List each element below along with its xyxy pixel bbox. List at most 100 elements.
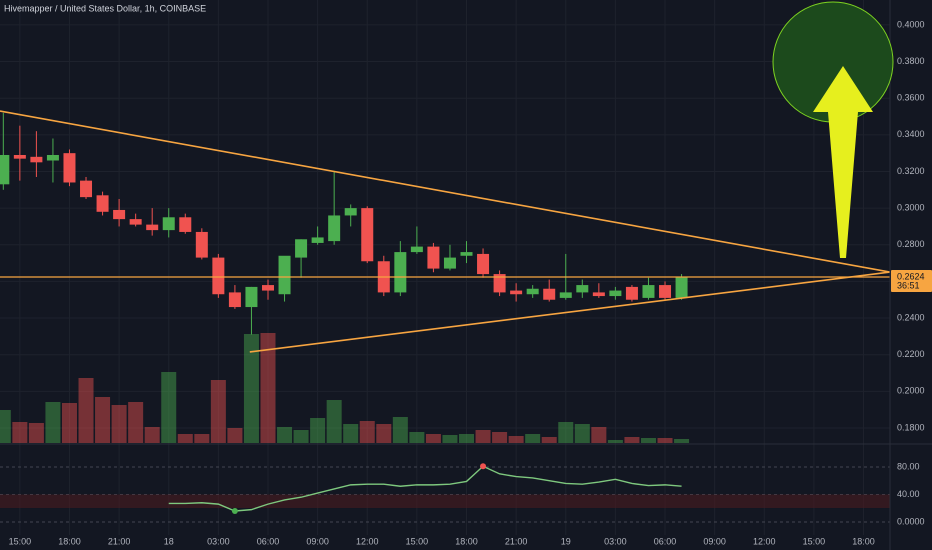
candle-body	[129, 219, 142, 225]
volume-bar	[640, 438, 656, 443]
x-tick-label: 12:00	[753, 536, 776, 546]
volume-bar	[61, 403, 77, 443]
candle-body	[328, 215, 341, 242]
volume-bar	[177, 434, 193, 443]
candle-body	[559, 292, 572, 298]
candle-body	[245, 286, 258, 308]
volume-bar	[243, 334, 259, 443]
candle-body	[344, 208, 357, 216]
volume-bar	[161, 372, 177, 443]
candle-body	[592, 292, 605, 297]
rsi-tick-label: 0.0000	[897, 516, 925, 526]
x-tick-label: 21:00	[108, 536, 131, 546]
x-tick-label: 18:00	[455, 536, 478, 546]
volume-bar	[227, 428, 243, 443]
volume-bar	[194, 434, 210, 443]
x-tick-label: 03:00	[207, 536, 230, 546]
candle-body	[30, 156, 43, 163]
y-tick-label: 0.3200	[897, 166, 925, 176]
candle-body	[510, 290, 523, 295]
candle-body	[609, 290, 622, 297]
candle-body	[96, 195, 109, 212]
last-price-label: 0.2624	[897, 271, 925, 281]
volume-bar	[376, 424, 392, 443]
x-tick-label: 21:00	[505, 536, 528, 546]
y-tick-label: 0.2800	[897, 239, 925, 249]
volume-bar	[45, 402, 61, 443]
rsi-peak	[480, 463, 487, 470]
rsi-trough	[231, 507, 238, 514]
x-tick-label: 15:00	[803, 536, 826, 546]
x-tick-label: 18:00	[58, 536, 81, 546]
x-tick-label: 19	[561, 536, 571, 546]
last-price-box	[891, 270, 932, 293]
x-tick-label: 06:00	[257, 536, 280, 546]
overlay-layer	[0, 110, 891, 514]
y-tick-label: 0.1800	[897, 422, 925, 432]
candle-body	[625, 286, 638, 300]
x-tick-label: 18	[164, 536, 174, 546]
volume-bar	[574, 424, 590, 443]
candle-body	[526, 288, 539, 295]
candle-body	[576, 285, 589, 293]
volume-bar	[442, 435, 458, 443]
rsi-line	[168, 465, 682, 512]
candle-body	[228, 292, 241, 308]
volume-bar	[541, 437, 557, 443]
x-tick-label: 18:00	[852, 536, 875, 546]
candle-body	[113, 209, 126, 220]
candle-layer	[0, 112, 688, 335]
candle-body	[179, 217, 192, 232]
rsi-band	[0, 494, 890, 509]
volume-bar	[111, 405, 127, 443]
chart-title: Hivemapper / United States Dollar, 1h, C…	[4, 3, 206, 13]
candle-body	[13, 154, 26, 159]
y-tick-label: 0.2400	[897, 312, 925, 322]
y-tick-label: 0.3000	[897, 203, 925, 213]
x-tick-label: 03:00	[604, 536, 627, 546]
volume-bar	[128, 402, 144, 443]
volume-bar	[425, 434, 441, 443]
candle-body	[0, 154, 10, 185]
x-tick-label: 12:00	[356, 536, 379, 546]
candle-body	[46, 154, 59, 161]
y-tick-label: 0.3400	[897, 129, 925, 139]
y-tick-label: 0.2200	[897, 349, 925, 359]
candle-body	[212, 257, 225, 295]
trendline	[249, 271, 891, 353]
candle-body	[278, 255, 291, 295]
volume-bar	[657, 438, 673, 443]
candle-body	[162, 217, 175, 231]
rsi-tick-label: 80.00	[897, 461, 920, 471]
volume-bar	[326, 400, 342, 443]
y-tick-label: 0.4000	[897, 19, 925, 29]
volume-bar	[409, 432, 425, 443]
volume-bar	[210, 380, 226, 443]
candle-body	[642, 285, 655, 298]
volume-bar	[392, 417, 408, 443]
candle-body	[261, 285, 274, 291]
volume-bar	[475, 430, 491, 443]
volume-bar	[277, 427, 293, 443]
candle-body	[493, 274, 506, 293]
volume-bar	[674, 439, 690, 443]
volume-bar	[492, 432, 508, 443]
volume-bar	[359, 421, 375, 443]
volume-bar	[558, 422, 574, 443]
volume-bar	[310, 418, 326, 443]
rsi-tick-label: 40.00	[897, 489, 920, 499]
x-tick-label: 15:00	[9, 536, 32, 546]
volume-bar	[591, 427, 607, 443]
candle-body	[80, 180, 93, 198]
volume-bar	[607, 440, 623, 443]
y-tick-label: 0.3600	[897, 93, 925, 103]
up-arrow	[813, 66, 873, 258]
candle-body	[443, 257, 456, 269]
candle-body	[295, 239, 308, 258]
candle-body	[659, 285, 672, 298]
candle-body	[63, 153, 76, 183]
x-tick-label: 15:00	[406, 536, 429, 546]
volume-bar	[28, 423, 44, 443]
